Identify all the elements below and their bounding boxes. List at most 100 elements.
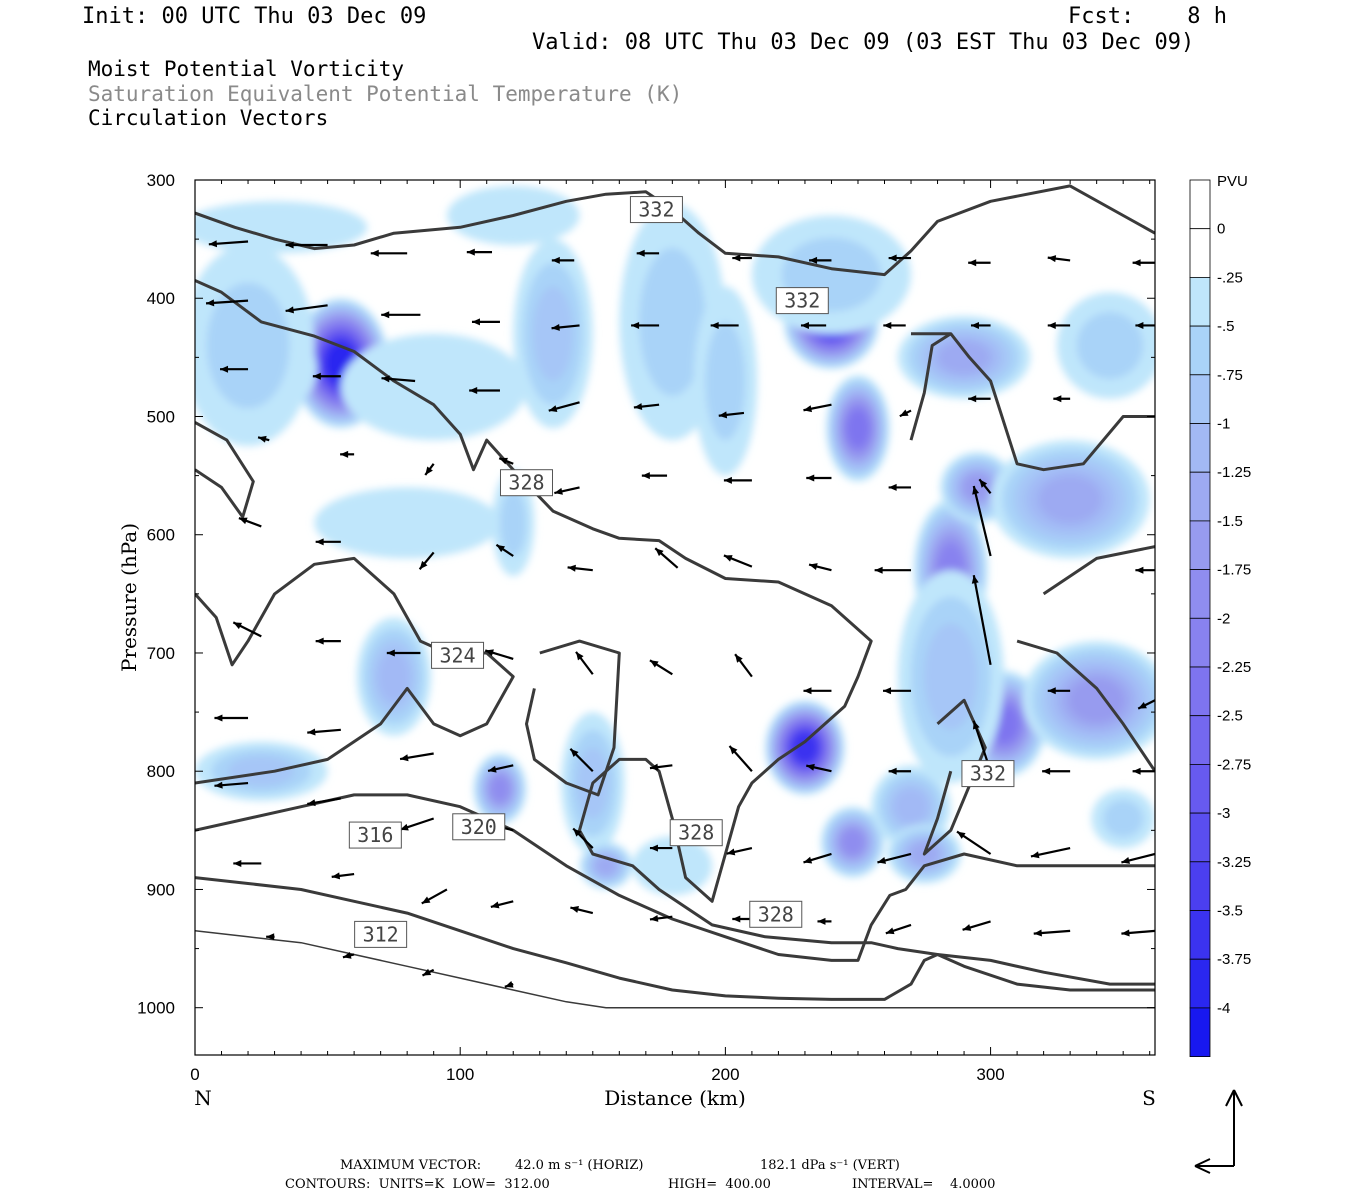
circulation-vector (809, 256, 832, 264)
svg-text:324: 324 (439, 643, 475, 667)
circulation-vector (285, 241, 328, 249)
circulation-vector (718, 411, 745, 419)
colorbar-level-label: -1.5 (1217, 513, 1243, 530)
theta-e-contour (195, 279, 1155, 986)
title-line-3: Circulation Vectors (88, 106, 329, 130)
theta-e-contour (909, 332, 952, 441)
circulation-vector (421, 888, 448, 905)
circulation-vector (649, 763, 673, 771)
y-tick-label: 700 (147, 644, 175, 663)
circulation-vector (1135, 321, 1155, 329)
contour-label: 320 (452, 813, 506, 841)
circulation-vector (220, 365, 249, 373)
circulation-vector (340, 450, 355, 458)
pv-blob (1038, 475, 1102, 523)
circulation-vector (498, 457, 514, 465)
svg-text:328: 328 (758, 902, 794, 926)
colorbar-swatch (1189, 423, 1211, 473)
x-tick-label: 100 (446, 1065, 474, 1084)
circulation-vector (575, 651, 594, 675)
circulation-vector (806, 474, 832, 482)
theta-e-contour (911, 332, 1155, 472)
circulation-vector (1047, 687, 1071, 695)
circulation-vector (654, 547, 679, 569)
contour-interval-label: INTERVAL= 4.0000 (852, 1177, 996, 1192)
circulation-vector (418, 551, 435, 570)
svg-text:332: 332 (638, 198, 674, 222)
y-tick-label: 900 (147, 880, 175, 899)
valid-time-label: Valid: 08 UTC Thu 03 Dec 09 (03 EST Thu … (532, 30, 1195, 55)
circulation-vector (817, 917, 832, 925)
svg-text:328: 328 (678, 821, 714, 845)
circulation-vector (978, 478, 992, 495)
contour-high-label: HIGH= 400.00 (668, 1177, 771, 1192)
circulation-vector (370, 249, 408, 257)
contour-units-label: CONTOURS: UNITS=K LOW= 312.00 (285, 1177, 550, 1192)
circulation-vector (233, 859, 262, 867)
circulation-vector (1121, 852, 1155, 864)
pv-blob (639, 247, 706, 396)
pv-blob (377, 650, 411, 703)
colorbar-level-label: -.75 (1217, 367, 1243, 384)
pv-blob (792, 733, 818, 762)
y-tick-label: 800 (147, 762, 175, 781)
pv-blob (1068, 678, 1125, 723)
forecast-hour-label: Fcst: 8 h (1068, 4, 1227, 29)
theta-e-contour (195, 793, 1155, 962)
circulation-vector (331, 872, 355, 880)
colorbar-swatch (1189, 764, 1211, 814)
circulation-vector (641, 472, 668, 480)
pv-blob (847, 410, 869, 447)
reference-vertical-arrow (1225, 1089, 1243, 1166)
circulation-vector (312, 372, 341, 380)
circulation-vector (723, 476, 752, 484)
circulation-vector (633, 403, 660, 411)
circulation-vector (726, 847, 753, 856)
colorbar-level-label: 0 (1217, 221, 1225, 238)
circulation-vector (1033, 929, 1071, 937)
contour-label: 328 (749, 900, 803, 928)
circulation-vector (962, 920, 991, 931)
circulation-vector (728, 745, 753, 772)
y-axis-title: Pressure (hPa) (117, 523, 141, 672)
circulation-vector (469, 386, 500, 394)
contour-label: 324 (431, 641, 485, 669)
circulation-vector (723, 554, 753, 568)
circulation-vector (238, 517, 262, 528)
colorbar-level-label: -.5 (1217, 318, 1235, 335)
theta-e-contour (922, 698, 987, 856)
circulation-vector (649, 844, 673, 852)
circulation-vector (899, 409, 912, 418)
colorbar-swatch (1189, 520, 1211, 571)
y-tick-label: 400 (147, 289, 175, 308)
circulation-vector (956, 830, 992, 855)
x-tick-label: 200 (711, 1065, 739, 1084)
pv-blob (206, 282, 290, 409)
circulation-vector (232, 621, 262, 638)
circulation-vector (548, 401, 580, 412)
contour-label: 328 (499, 469, 553, 497)
circulation-vector (874, 566, 912, 574)
theta-e-contour (195, 421, 255, 519)
contour-label: 332 (629, 196, 683, 224)
circulation-vector (307, 797, 342, 807)
svg-text:332: 332 (970, 762, 1006, 786)
circulation-vector (803, 852, 832, 864)
circulation-vector (631, 321, 660, 329)
pv-blob (314, 487, 500, 559)
circulation-vector (734, 653, 753, 678)
pv-blob (228, 756, 295, 786)
colorbar-level-label: -3.25 (1217, 854, 1251, 871)
title-line-1: Moist Potential Vorticity (88, 57, 405, 81)
pv-blob (632, 836, 713, 896)
circulation-vector (495, 543, 514, 557)
circulation-vector (803, 403, 832, 413)
circulation-vector (732, 915, 752, 923)
circulation-vector (386, 649, 421, 657)
reference-horizontal-arrow (1194, 1158, 1234, 1174)
circulation-vector (504, 981, 514, 988)
colorbar-level-label: -1 (1217, 416, 1230, 433)
theta-e-contour (1016, 639, 1155, 773)
circulation-vector (569, 748, 594, 772)
circulation-vector (266, 933, 275, 941)
